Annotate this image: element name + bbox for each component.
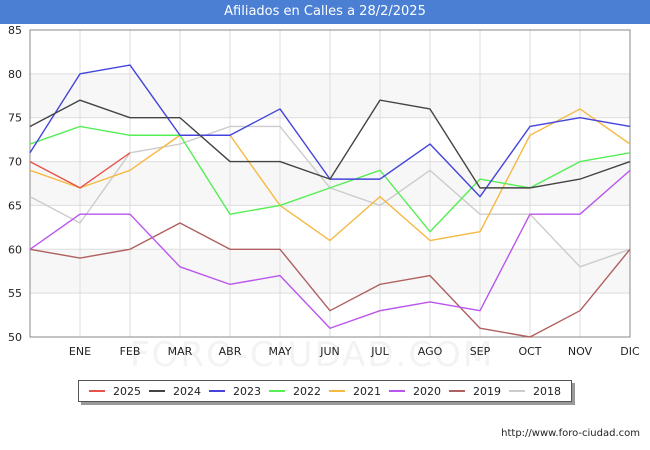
legend-item-2024: 2024 [149, 385, 201, 398]
legend-swatch [509, 390, 525, 392]
legend: 2025 2024 2023 2022 2021 2020 2019 2018 [78, 380, 572, 402]
x-tick-label: OCT [518, 345, 541, 358]
legend-swatch [89, 390, 105, 392]
y-tick-label: 65 [8, 199, 22, 212]
legend-item-2022: 2022 [269, 385, 321, 398]
x-tick-label: DIC [620, 345, 640, 358]
legend-swatch [389, 390, 405, 392]
x-tick-label: JUL [370, 345, 389, 358]
series-line-2019 [29, 222, 631, 338]
legend-label: 2019 [473, 384, 501, 398]
y-tick-label: 85 [8, 24, 22, 37]
y-tick-label: 75 [8, 112, 22, 125]
legend-item-2023: 2023 [209, 385, 261, 398]
title-bar [0, 0, 650, 24]
source-url: http://www.foro-ciudad.com [501, 428, 640, 439]
legend-label: 2024 [173, 384, 201, 398]
legend-label: 2022 [293, 384, 321, 398]
y-tick-label: 80 [8, 68, 22, 81]
legend-swatch [269, 390, 285, 392]
legend-swatch [209, 390, 225, 392]
legend-item-2018: 2018 [509, 385, 561, 398]
x-tick-label: AGO [418, 345, 443, 358]
series-line-2024 [29, 99, 631, 189]
legend-label: 2018 [533, 384, 561, 398]
x-tick-label: ABR [219, 345, 242, 358]
y-tick-label: 55 [8, 287, 22, 300]
x-tick-label: MAY [269, 345, 292, 358]
x-tick-label: ENE [69, 345, 91, 358]
legend-item-2021: 2021 [329, 385, 381, 398]
y-tick-label: 50 [8, 331, 22, 344]
series-line-2020 [29, 169, 631, 329]
legend-label: 2025 [113, 384, 141, 398]
chart-title: Afiliados en Calles a 28/2/2025 [224, 4, 426, 19]
watermark: FORO-CIUDAD.COM [130, 335, 495, 375]
legend-swatch [329, 390, 345, 392]
series-line-2025 [29, 152, 131, 189]
legend-label: 2023 [233, 384, 261, 398]
legend-swatch [449, 390, 465, 392]
y-tick-label: 70 [8, 156, 22, 169]
series-line-2021 [29, 108, 631, 242]
x-tick-label: JUN [319, 345, 340, 358]
legend-item-2020: 2020 [389, 385, 441, 398]
legend-item-2025: 2025 [89, 385, 141, 398]
x-tick-label: NOV [568, 345, 593, 358]
y-tick-label: 60 [8, 243, 22, 256]
legend-item-2019: 2019 [449, 385, 501, 398]
legend-label: 2020 [413, 384, 441, 398]
x-tick-label: SEP [470, 345, 491, 358]
x-tick-label: MAR [168, 345, 193, 358]
plot-frame [29, 29, 631, 338]
x-tick-label: FEB [120, 345, 141, 358]
legend-swatch [149, 390, 165, 392]
legend-label: 2021 [353, 384, 381, 398]
